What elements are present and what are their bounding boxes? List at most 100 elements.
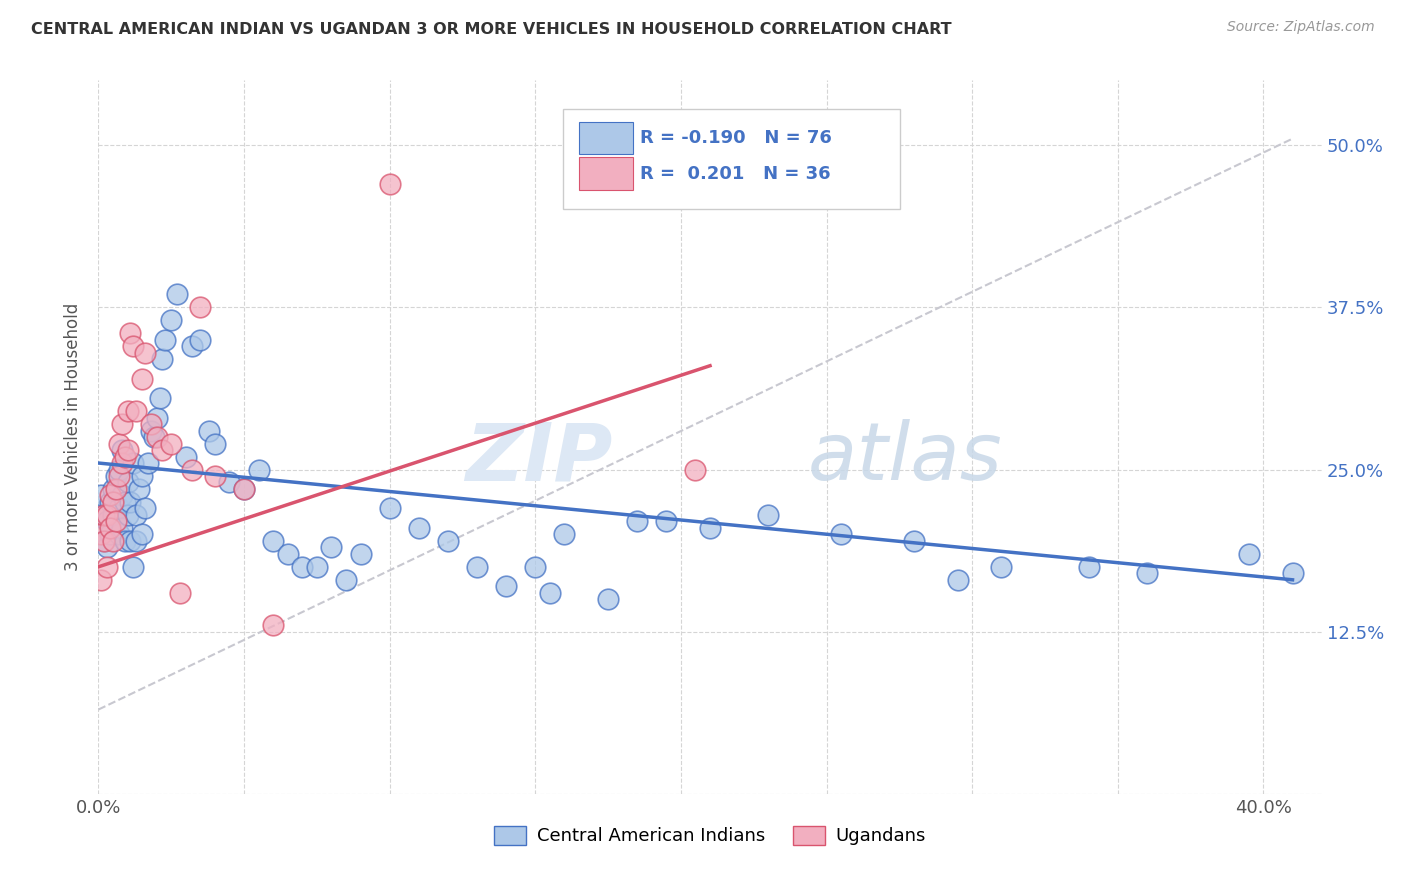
FancyBboxPatch shape: [564, 109, 900, 209]
Point: [96, 515, 118, 529]
Point: [305, 559, 328, 574]
Point: [349, 547, 371, 561]
Point: [125, 508, 148, 522]
Point: [180, 339, 202, 353]
Point: [139, 424, 162, 438]
Point: [101, 508, 124, 522]
Point: [204, 469, 226, 483]
Point: [538, 586, 561, 600]
Point: [155, 333, 177, 347]
Point: [111, 443, 134, 458]
Point: [145, 430, 167, 444]
Point: [108, 436, 131, 450]
Text: R =  0.201   N = 36: R = 0.201 N = 36: [640, 165, 831, 183]
Point: [114, 533, 136, 548]
Point: [117, 443, 139, 458]
Point: [166, 287, 188, 301]
Point: [93, 533, 115, 548]
Point: [188, 333, 212, 347]
Point: [98, 521, 121, 535]
Point: [1237, 547, 1260, 561]
Point: [108, 527, 131, 541]
Point: [152, 443, 174, 458]
Point: [149, 391, 172, 405]
Point: [96, 541, 118, 555]
Point: [685, 462, 707, 476]
Point: [465, 559, 488, 574]
Point: [90, 573, 112, 587]
Point: [96, 559, 118, 574]
Point: [104, 469, 127, 483]
Text: Source: ZipAtlas.com: Source: ZipAtlas.com: [1227, 20, 1375, 34]
Point: [233, 482, 256, 496]
Point: [247, 462, 270, 476]
Point: [131, 527, 153, 541]
Point: [104, 515, 127, 529]
Text: R = -0.190   N = 76: R = -0.190 N = 76: [640, 129, 832, 147]
Point: [134, 345, 156, 359]
Point: [128, 482, 150, 496]
Point: [131, 469, 153, 483]
Point: [125, 533, 148, 548]
Point: [122, 559, 145, 574]
Point: [142, 430, 165, 444]
Point: [111, 417, 134, 431]
Point: [111, 456, 134, 470]
Point: [96, 508, 118, 522]
Point: [117, 475, 139, 490]
Point: [198, 424, 221, 438]
Point: [108, 462, 131, 476]
Point: [93, 508, 115, 522]
Point: [120, 533, 142, 548]
Point: [136, 456, 159, 470]
Point: [1281, 566, 1303, 581]
Point: [93, 508, 115, 522]
Point: [174, 450, 197, 464]
Point: [378, 177, 401, 191]
Point: [437, 533, 460, 548]
Point: [114, 495, 136, 509]
FancyBboxPatch shape: [579, 121, 633, 154]
Point: [277, 547, 299, 561]
FancyBboxPatch shape: [579, 157, 633, 190]
Point: [1136, 566, 1159, 581]
Point: [125, 404, 148, 418]
Point: [1077, 559, 1099, 574]
Point: [596, 592, 619, 607]
Point: [104, 515, 127, 529]
Point: [553, 527, 575, 541]
Point: [114, 450, 136, 464]
Point: [169, 586, 191, 600]
Point: [90, 527, 112, 541]
Point: [830, 527, 852, 541]
Point: [111, 521, 134, 535]
Point: [408, 521, 430, 535]
Point: [98, 527, 121, 541]
Text: CENTRAL AMERICAN INDIAN VS UGANDAN 3 OR MORE VEHICLES IN HOUSEHOLD CORRELATION C: CENTRAL AMERICAN INDIAN VS UGANDAN 3 OR …: [31, 22, 952, 37]
Point: [108, 469, 131, 483]
Point: [98, 495, 121, 509]
Point: [262, 533, 284, 548]
Y-axis label: 3 or more Vehicles in Household: 3 or more Vehicles in Household: [65, 303, 83, 571]
Point: [117, 404, 139, 418]
Point: [946, 573, 969, 587]
Point: [233, 482, 256, 496]
Point: [495, 579, 517, 593]
Point: [101, 482, 124, 496]
Point: [160, 436, 183, 450]
Point: [152, 352, 174, 367]
Point: [335, 573, 357, 587]
Point: [122, 339, 145, 353]
Point: [101, 533, 124, 548]
Point: [262, 618, 284, 632]
Point: [180, 462, 202, 476]
Point: [321, 541, 343, 555]
Point: [655, 515, 678, 529]
Point: [756, 508, 779, 522]
Point: [122, 456, 145, 470]
Point: [120, 326, 142, 341]
Point: [104, 482, 127, 496]
Point: [378, 501, 401, 516]
Point: [108, 501, 131, 516]
Point: [145, 410, 167, 425]
